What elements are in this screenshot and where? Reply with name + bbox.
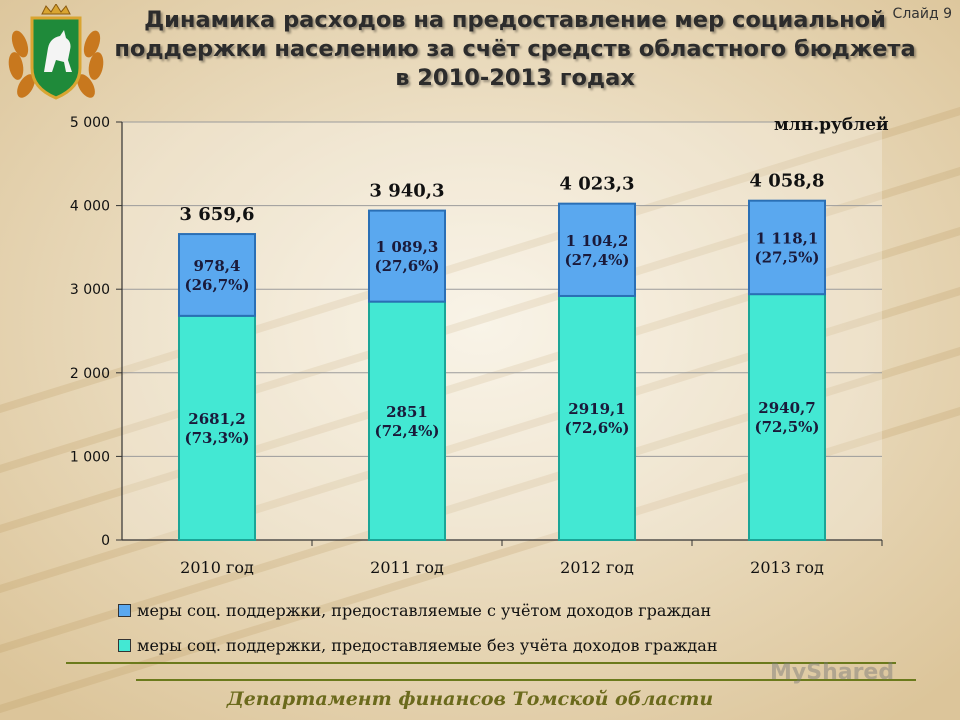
x-tick-label: 2013 год [750, 558, 824, 577]
data-label-percent: (72,4%) [375, 422, 440, 440]
total-label: 3 940,3 [369, 181, 444, 202]
watermark: MyShared [770, 660, 895, 685]
legend-item-non-income: меры соц. поддержки, предоставляемые без… [118, 636, 717, 655]
data-label-percent: (73,3%) [185, 429, 250, 447]
total-label: 3 659,6 [179, 204, 254, 225]
bar-segment-non-income [748, 293, 826, 541]
y-tick-label: 2 000 [70, 366, 110, 382]
y-tick-label: 1 000 [70, 449, 110, 465]
slide-title: Динамика расходов на предоставление мер … [100, 6, 930, 93]
x-tick-label: 2011 год [370, 558, 444, 577]
data-label: 978,4 [194, 257, 241, 275]
total-label: 4 058,8 [749, 171, 824, 192]
tomsk-coat-of-arms-icon [8, 4, 104, 100]
title-line: поддержки населению за счёт средств обла… [114, 36, 916, 62]
data-label-percent: (27,5%) [755, 248, 820, 266]
footer-divider [66, 662, 896, 664]
data-label-percent: (26,7%) [185, 276, 250, 294]
bar-segment-income-based [558, 202, 636, 297]
legend-label: меры соц. поддержки, предоставляемые с у… [137, 601, 712, 620]
x-tick-label: 2012 год [560, 558, 634, 577]
legend-item-income-based: меры соц. поддержки, предоставляемые с у… [118, 601, 711, 620]
legend-swatch-income-based [118, 604, 131, 617]
data-label: 2940,7 [758, 399, 815, 417]
bar-segment-non-income [558, 294, 636, 541]
data-label-percent: (27,4%) [565, 251, 630, 269]
y-tick-label: 5 000 [70, 115, 110, 131]
title-line: Динамика расходов на предоставление мер … [144, 7, 886, 33]
data-label: 1 089,3 [376, 238, 439, 256]
footer-department: Департамент финансов Томской области [226, 688, 714, 710]
data-label: 1 104,2 [566, 232, 629, 250]
data-label: 2919,1 [568, 400, 625, 418]
data-label: 1 118,1 [756, 229, 819, 247]
y-tick-label: 3 000 [70, 282, 110, 298]
title-line: в 2010-2013 годах [395, 65, 635, 91]
data-label: 2851 [386, 403, 428, 421]
y-tick-label: 0 [101, 533, 110, 549]
y-tick-label: 4 000 [70, 199, 110, 215]
data-label: 2681,2 [188, 410, 245, 428]
legend-label: меры соц. поддержки, предоставляемые без… [137, 636, 718, 655]
x-tick-label: 2010 год [180, 558, 254, 577]
bar-segment-income-based [748, 199, 826, 296]
bar-segment-non-income [178, 314, 256, 541]
data-label-percent: (72,6%) [565, 419, 630, 437]
bar-segment-income-based [178, 233, 256, 317]
data-label-percent: (72,5%) [755, 418, 820, 436]
data-label-percent: (27,6%) [375, 257, 440, 275]
legend-swatch-non-income [118, 639, 131, 652]
slide-number: Слайд 9 [892, 6, 952, 22]
units-label: млн.рублей [774, 115, 889, 135]
footer-divider [136, 679, 916, 681]
bar-segment-income-based [368, 209, 446, 303]
total-label: 4 023,3 [559, 174, 634, 195]
